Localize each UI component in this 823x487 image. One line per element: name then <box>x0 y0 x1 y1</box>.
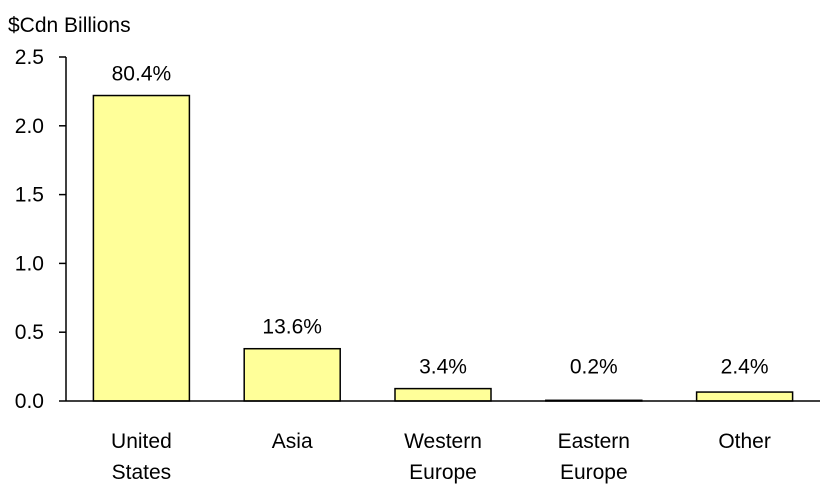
category-label: Other <box>718 430 771 453</box>
category-label: United States <box>111 430 172 484</box>
bar-data-label: 0.2% <box>570 356 618 379</box>
bar-data-label: 80.4% <box>112 63 172 86</box>
y-tick-label: 1.0 <box>15 252 44 275</box>
y-tick-label: 0.5 <box>15 321 44 344</box>
bar <box>695 391 794 402</box>
y-tick-label: 2.5 <box>15 46 44 69</box>
bar-data-label: 13.6% <box>262 316 322 339</box>
y-tick-label: 2.0 <box>15 115 44 138</box>
y-tick-label: 1.5 <box>15 184 44 207</box>
category-label: Asia <box>272 430 313 453</box>
category-labels: United States Asia Western Europe Eastern Euro… <box>111 430 771 484</box>
data-labels: 80.4% 13.6% 3.4% 0.2% 2.4% <box>112 63 769 379</box>
category-label: Eastern Europe <box>558 430 630 484</box>
bar-data-label: 3.4% <box>419 356 467 379</box>
category-label: Western Europe <box>404 430 482 484</box>
bar-data-label: 2.4% <box>721 356 769 379</box>
bar <box>394 387 492 402</box>
y-axis-ticks: 0.0 0.5 1.0 1.5 2.0 2.5 <box>15 46 66 413</box>
bar <box>92 94 191 402</box>
bar <box>243 347 341 402</box>
y-axis-unit-label: $Cdn Billions <box>8 14 131 37</box>
y-tick-label: 0.0 <box>15 390 44 413</box>
bars <box>92 94 794 402</box>
